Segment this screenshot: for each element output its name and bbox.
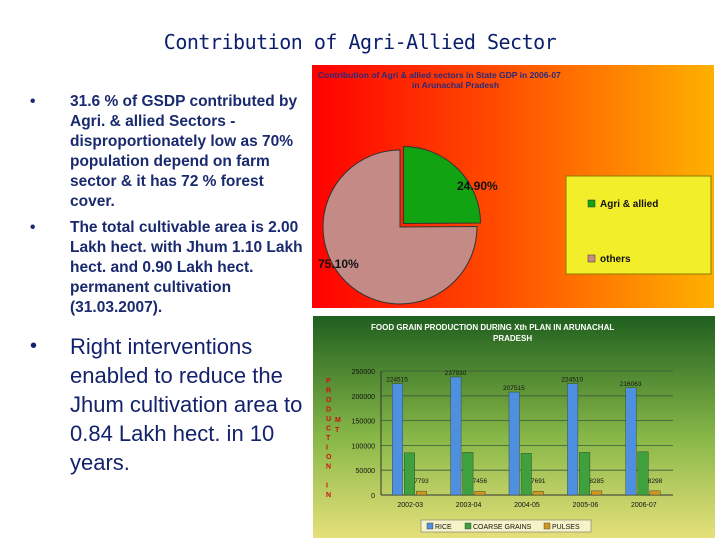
bar-rice (391, 383, 403, 496)
bar-ylabel-letter: U (326, 416, 331, 423)
bar-data-label: 216063 (620, 381, 642, 388)
bar-y-tick-label: 200000 (352, 394, 375, 401)
bullet-interventions: • Right interventions enabled to reduce … (30, 332, 310, 477)
bar-legend-swatch (464, 522, 472, 530)
bar-coarse-grains (462, 452, 474, 496)
bullet-symbol: • (30, 93, 36, 110)
bar-ylabel-letter: N (326, 464, 331, 471)
bar-legend: RICE COARSE GRAINS PULSES (420, 519, 592, 533)
bar-data-label: 7691 (531, 478, 546, 485)
bar-legend-label: RICE (435, 524, 452, 531)
bar-pulses (474, 491, 486, 496)
bullet-text: 31.6 % of GSDP contributed by Agri. & al… (70, 93, 298, 210)
bullet-gsdp: • 31.6 % of GSDP contributed by Agri. & … (30, 92, 310, 212)
bar-coarse-grains (520, 453, 532, 496)
bar-data-label: 8285 (589, 478, 604, 485)
bar-data-label: 7793 (414, 478, 429, 485)
bullet-symbol: • (30, 219, 36, 236)
bar-pulses (415, 490, 427, 496)
bar-ylabel-letter: O (326, 397, 332, 404)
bar-rice (625, 387, 637, 496)
bar-x-tick-label: 2005-06 (573, 502, 599, 509)
bar-data-label: 207515 (503, 385, 525, 392)
bar-y-ticks: 0 50000 100000 150000 200000 250000 (352, 369, 375, 500)
bar-series: 224515 7793 237930 7456 207515 7691 224510 8285… (386, 370, 663, 496)
bullet-text: Right interventions enabled to reduce th… (70, 334, 303, 475)
bar-rice (450, 376, 462, 496)
legend-swatch-others (587, 254, 596, 263)
legend-label-others: others (600, 254, 631, 265)
bar-coarse-grains (579, 452, 591, 496)
bar-data-label: 224515 (386, 377, 408, 384)
bar-rice (567, 383, 579, 496)
gsdp-pie-chart: Contribution of Agri & allied sectors in… (318, 70, 712, 305)
bar-ylabel-letter: P (326, 378, 331, 385)
bar-pulses (649, 490, 661, 496)
pie-label-others: 75.10% (318, 257, 359, 271)
bar-x-tick-label: 2006-07 (631, 502, 657, 509)
bar-data-label: 7456 (473, 478, 488, 485)
bar-unit-letter: T (335, 427, 340, 434)
bar-pulses (532, 490, 544, 496)
bar-legend-label: COARSE GRAINS (473, 524, 532, 531)
bar-ylabel-letter: O (326, 454, 332, 461)
pie-slice-agri (403, 145, 482, 224)
bar-x-tick-label: 2004-05 (514, 502, 540, 509)
bar-data-label: 237930 (445, 370, 467, 377)
bar-ylabel-letter: R (326, 388, 331, 395)
pie-label-agri: 24.90% (457, 179, 498, 193)
bar-y-tick-label: 250000 (352, 369, 375, 376)
gsdp-pie-chart-panel: Contribution of Agri & allied sectors in… (312, 65, 714, 308)
food-grain-bar-chart-panel: FOOD GRAIN PRODUCTION DURING Xth PLAN IN… (313, 316, 715, 538)
bar-x-ticks: 2002-03 2003-04 2004-05 2005-06 2006-07 (397, 502, 656, 509)
bar-legend-label: PULSES (552, 524, 580, 531)
bar-y-tick-label: 150000 (352, 419, 375, 426)
pie-slice-others (322, 149, 478, 305)
bar-data-label: 224510 (561, 377, 583, 384)
bar-unit: MT (335, 417, 341, 434)
pie-slices (322, 145, 482, 305)
bar-pulses (591, 490, 603, 496)
bar-unit-letter: M (335, 417, 341, 424)
bar-ylabel-letter: I (326, 445, 328, 452)
bar-coarse-grains (637, 451, 649, 496)
bullet-symbol: • (30, 335, 38, 357)
slide-title: Contribution of Agri-Allied Sector (163, 30, 557, 54)
bar-ylabel-letter: T (326, 435, 331, 442)
pie-title-line1: Contribution of Agri & allied sectors in… (318, 70, 561, 80)
bar-legend-swatch (426, 522, 434, 530)
bar-ylabel-letter: C (326, 426, 331, 433)
bar-rice (508, 391, 520, 496)
bullet-list: • 31.6 % of GSDP contributed by Agri. & … (30, 92, 310, 477)
bar-y-tick-label: 100000 (352, 443, 375, 450)
bar-y-tick-label: 50000 (356, 468, 376, 475)
food-grain-bar-chart: FOOD GRAIN PRODUCTION DURING Xth PLAN IN… (326, 323, 673, 533)
bullet-text: The total cultivable area is 2.00 Lakh h… (70, 219, 303, 316)
bar-title-line2: PRADESH (493, 334, 532, 343)
bar-x-tick-label: 2002-03 (397, 502, 423, 509)
pie-title-line2: in Arunachal Pradesh (412, 80, 499, 90)
legend-swatch-agri (587, 199, 596, 208)
bar-y-tick-label: 0 (371, 493, 375, 500)
bar-data-label: 8298 (648, 478, 663, 485)
bar-ylabel-letter: I (326, 483, 328, 490)
bullet-cultivable-area: • The total cultivable area is 2.00 Lakh… (30, 218, 310, 318)
bar-title-line1: FOOD GRAIN PRODUCTION DURING Xth PLAN IN… (371, 323, 614, 332)
legend-label-agri: Agri & allied (600, 199, 658, 210)
bar-ylabel-letter: N (326, 492, 331, 499)
bar-legend-swatch (543, 522, 551, 530)
bar-x-tick-label: 2003-04 (456, 502, 482, 509)
bar-ylabel-letter: D (326, 407, 331, 414)
bar-coarse-grains (403, 452, 415, 496)
